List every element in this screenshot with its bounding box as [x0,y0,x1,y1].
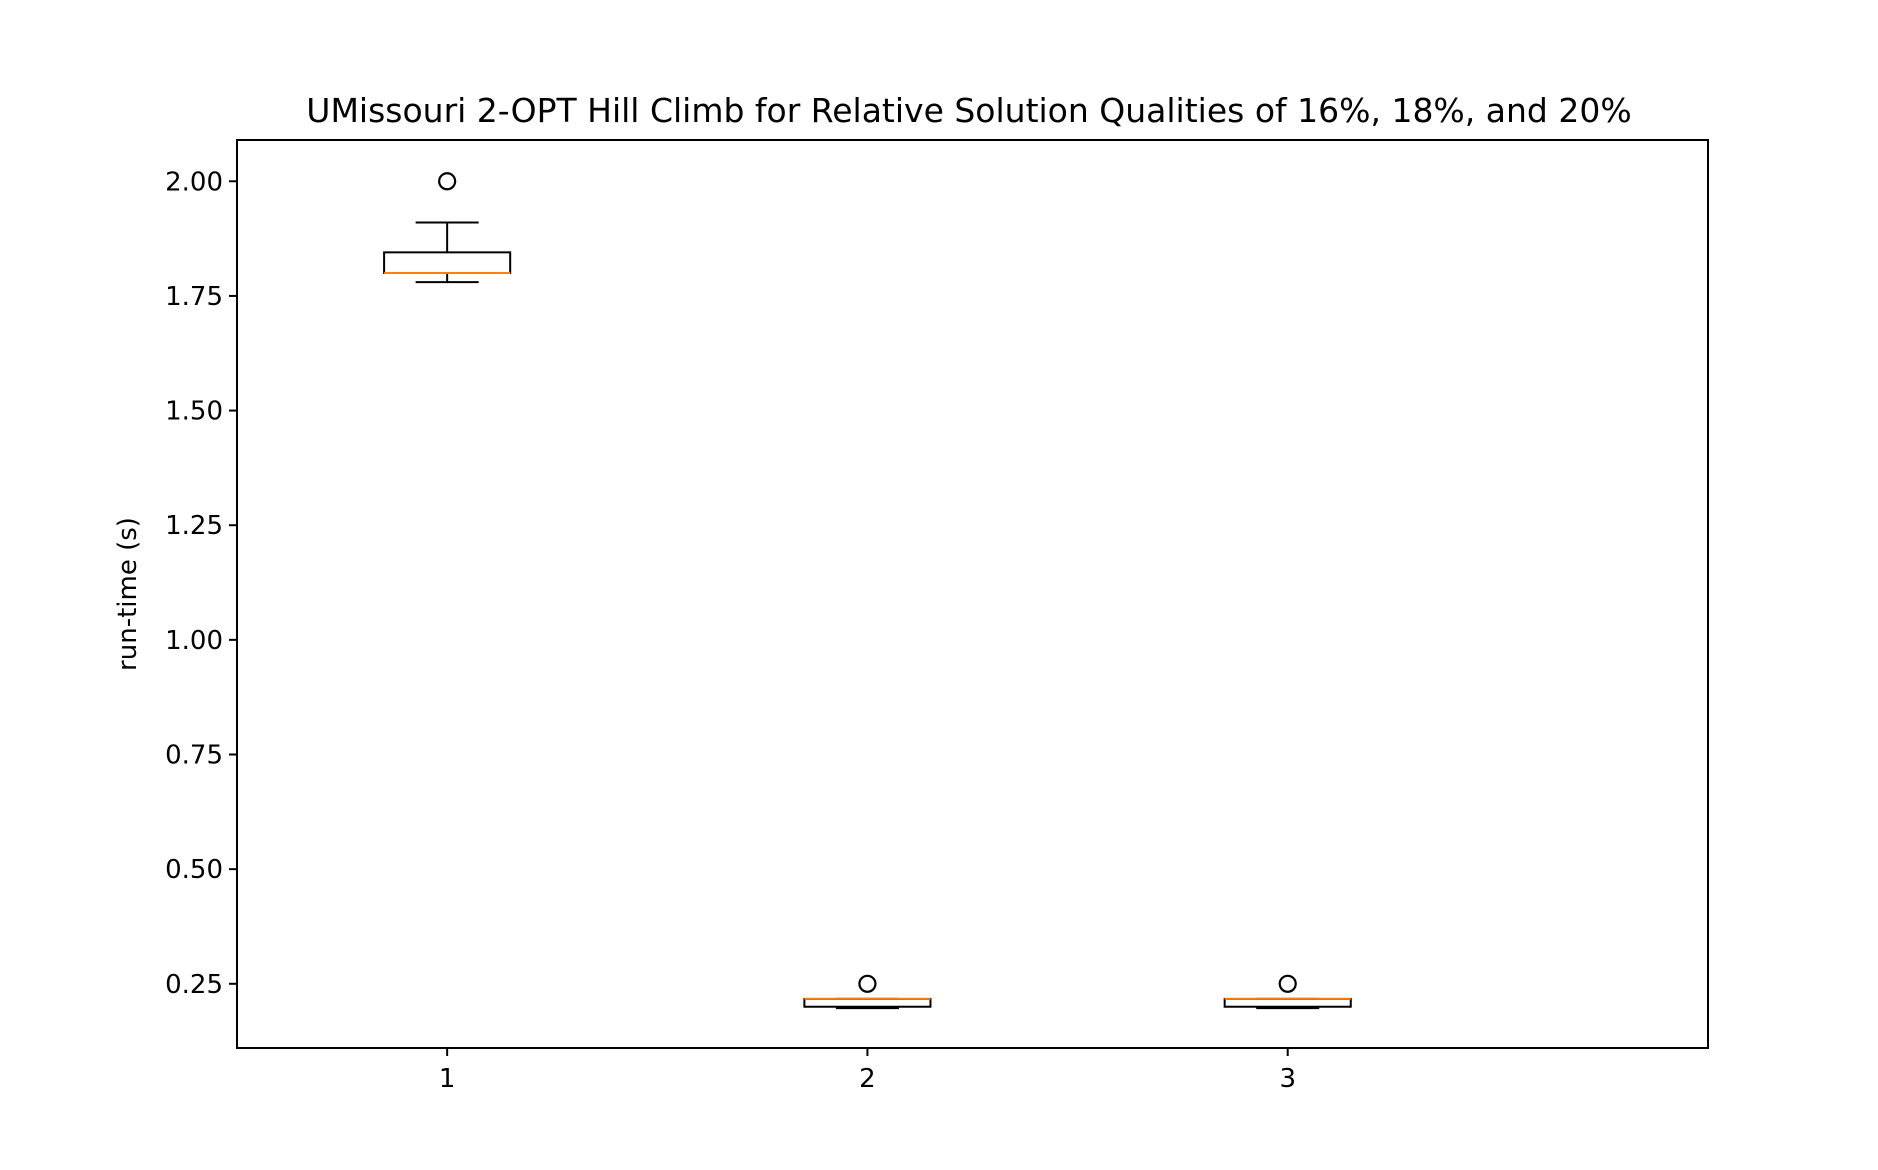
y-tick-label: 0.25 [165,970,223,1000]
x-tick-label: 1 [439,1064,456,1094]
y-tick-label: 1.75 [165,282,223,312]
box-iqr [803,997,932,1008]
box-iqr [383,251,512,274]
y-tick-label: 1.25 [165,511,223,541]
x-tick-label: 2 [859,1064,876,1094]
y-tick-label: 0.75 [165,741,223,771]
y-tick-label: 1.50 [165,397,223,427]
y-tick-label: 0.50 [165,855,223,885]
box-group-3 [1223,974,1352,1010]
x-tick-label: 3 [1279,1064,1296,1094]
x-axis-ticks: 1 2 3 [439,1048,1296,1094]
outlier-point [1278,974,1297,993]
box-group-2 [803,974,932,1010]
y-tick-label: 1.00 [165,626,223,656]
box-group-1 [383,172,512,284]
y-tick-label: 2.00 [165,167,223,197]
box-iqr [1223,997,1352,1008]
outlier-point [858,974,877,993]
y-axis-label: run-time (s) [113,517,143,671]
outlier-point [438,172,457,191]
chart-title: UMissouri 2-OPT Hill Climb for Relative … [306,91,1631,130]
plot-marks [383,172,1352,1010]
y-axis-ticks: 0.25 0.50 0.75 1.00 1.25 1.50 1.75 2.00 [165,167,237,1000]
axes-frame [236,139,1709,1049]
